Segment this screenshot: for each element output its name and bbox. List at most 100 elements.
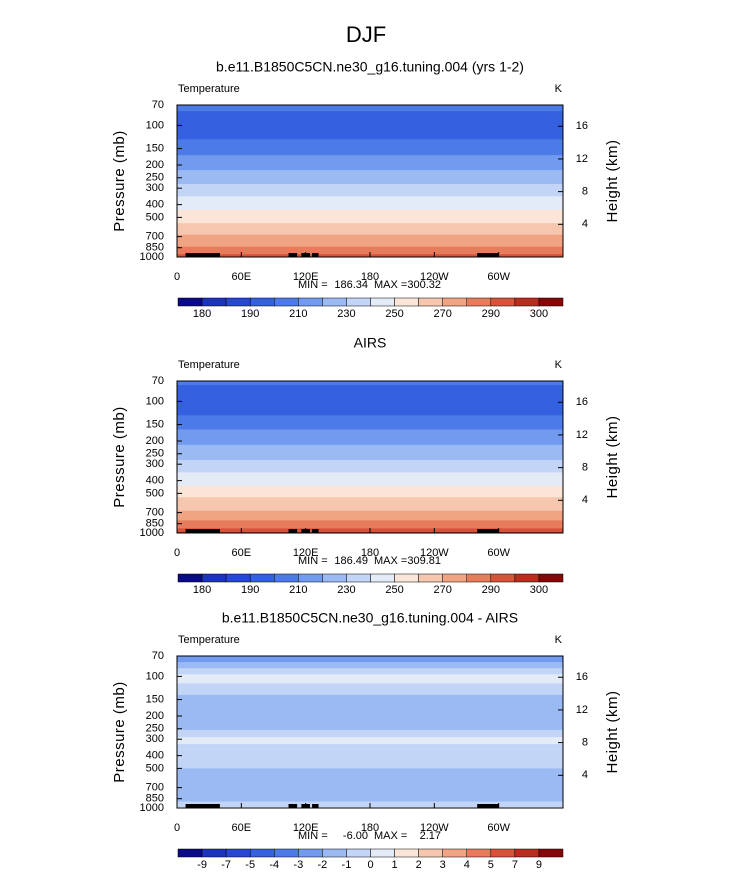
contour-band	[177, 107, 563, 110]
y-tick-label: 200	[146, 159, 164, 171]
x-tick-label: 180	[361, 271, 379, 283]
contour-band	[177, 449, 563, 452]
contour-band	[177, 718, 563, 721]
y2-tick-label: 12	[576, 429, 588, 441]
units-label: K	[555, 83, 563, 95]
contour-band	[177, 181, 563, 184]
contour-band	[177, 219, 563, 222]
contour-band	[177, 768, 563, 771]
contour-band	[177, 424, 563, 427]
topography	[477, 804, 499, 808]
contour-band	[177, 711, 563, 714]
x-tick-label: 60E	[232, 822, 252, 834]
contour-band	[177, 237, 563, 240]
contour-band	[177, 717, 563, 719]
contour-band	[177, 502, 563, 506]
contour-band	[177, 668, 563, 671]
contour-band	[177, 250, 563, 252]
colorbar-box	[442, 297, 467, 307]
contour-band	[177, 403, 563, 407]
contour-band	[177, 408, 563, 412]
colorbar-label: -1	[342, 859, 352, 871]
contour-band	[177, 492, 563, 494]
colorbar-box	[249, 297, 275, 307]
contour-band	[177, 467, 563, 470]
y-tick-label: 850	[146, 793, 164, 805]
y2-tick-label: 16	[576, 396, 588, 408]
contour-band	[177, 442, 563, 444]
contour-band	[177, 506, 563, 510]
contour-band	[177, 726, 563, 728]
topography	[477, 529, 499, 533]
contour-band	[177, 207, 563, 209]
colorbar-label: 7	[512, 859, 518, 871]
contour-band	[177, 156, 563, 159]
topography	[312, 253, 319, 257]
contour-band	[177, 434, 563, 437]
contour-band	[177, 151, 563, 154]
contour-band	[177, 245, 563, 248]
y-tick-label: 1000	[140, 251, 164, 263]
colorbar-label: 180	[193, 308, 211, 320]
contour-band	[177, 777, 563, 781]
contour-band	[177, 702, 563, 705]
colorbar-box	[225, 297, 251, 307]
colorbar-label: 270	[434, 308, 452, 320]
contour-band	[177, 199, 563, 202]
contour-band	[177, 470, 563, 473]
colorbar-label: -4	[269, 859, 279, 871]
y-tick-label: 700	[146, 782, 164, 794]
contour-band	[177, 714, 563, 717]
contour-band	[177, 490, 563, 493]
y-tick-label: 250	[146, 172, 164, 184]
x-tick-label: 120E	[293, 271, 319, 283]
contour-band	[177, 163, 563, 166]
y-tick-label: 200	[146, 435, 164, 447]
contour-band	[177, 160, 563, 163]
contour-band	[177, 387, 563, 390]
colorbar-box	[225, 573, 251, 583]
contour-band	[177, 524, 563, 526]
y-tick-label: 500	[146, 762, 164, 774]
contour-band	[177, 170, 563, 172]
contour-band	[177, 191, 563, 194]
contour-band	[177, 672, 563, 675]
colorbar-box	[274, 848, 299, 858]
contour-band	[177, 234, 563, 238]
colorbar-box	[466, 573, 492, 583]
contour-band	[177, 692, 563, 696]
contour-band	[177, 707, 563, 710]
contour-band	[177, 694, 563, 698]
contour-band	[177, 187, 563, 189]
colorbar-box	[201, 297, 227, 307]
contour-band	[177, 792, 563, 794]
colorbar-label: 190	[241, 308, 259, 320]
contour-band	[177, 520, 563, 522]
contour-band	[177, 226, 563, 230]
contour-band	[177, 522, 563, 525]
panel-title: b.e11.B1850C5CN.ne30_g16.tuning.004 - AI…	[222, 610, 518, 626]
y-tick-label: 700	[146, 507, 164, 519]
colorbar-label: -9	[197, 859, 207, 871]
colorbar-box	[370, 297, 395, 307]
contour-band	[177, 469, 563, 472]
topography	[204, 529, 220, 533]
contour-band	[177, 795, 563, 797]
contour-band	[177, 168, 563, 171]
contour-band	[177, 781, 563, 785]
contour-band	[177, 217, 563, 220]
contour-band	[177, 504, 563, 508]
contour-band	[177, 444, 563, 447]
contour-band	[177, 681, 563, 684]
contour-band	[177, 676, 563, 680]
colorbar-label: -5	[245, 859, 255, 871]
contour-band	[177, 493, 563, 496]
contour-band	[177, 410, 563, 414]
y2-tick-label: 8	[582, 462, 588, 474]
contour-band	[177, 225, 563, 228]
contour-band	[177, 783, 563, 787]
x-tick-label: 180	[361, 547, 379, 559]
colorbar-label: 290	[482, 308, 500, 320]
contour-band	[177, 448, 563, 451]
contour-band	[177, 799, 563, 801]
